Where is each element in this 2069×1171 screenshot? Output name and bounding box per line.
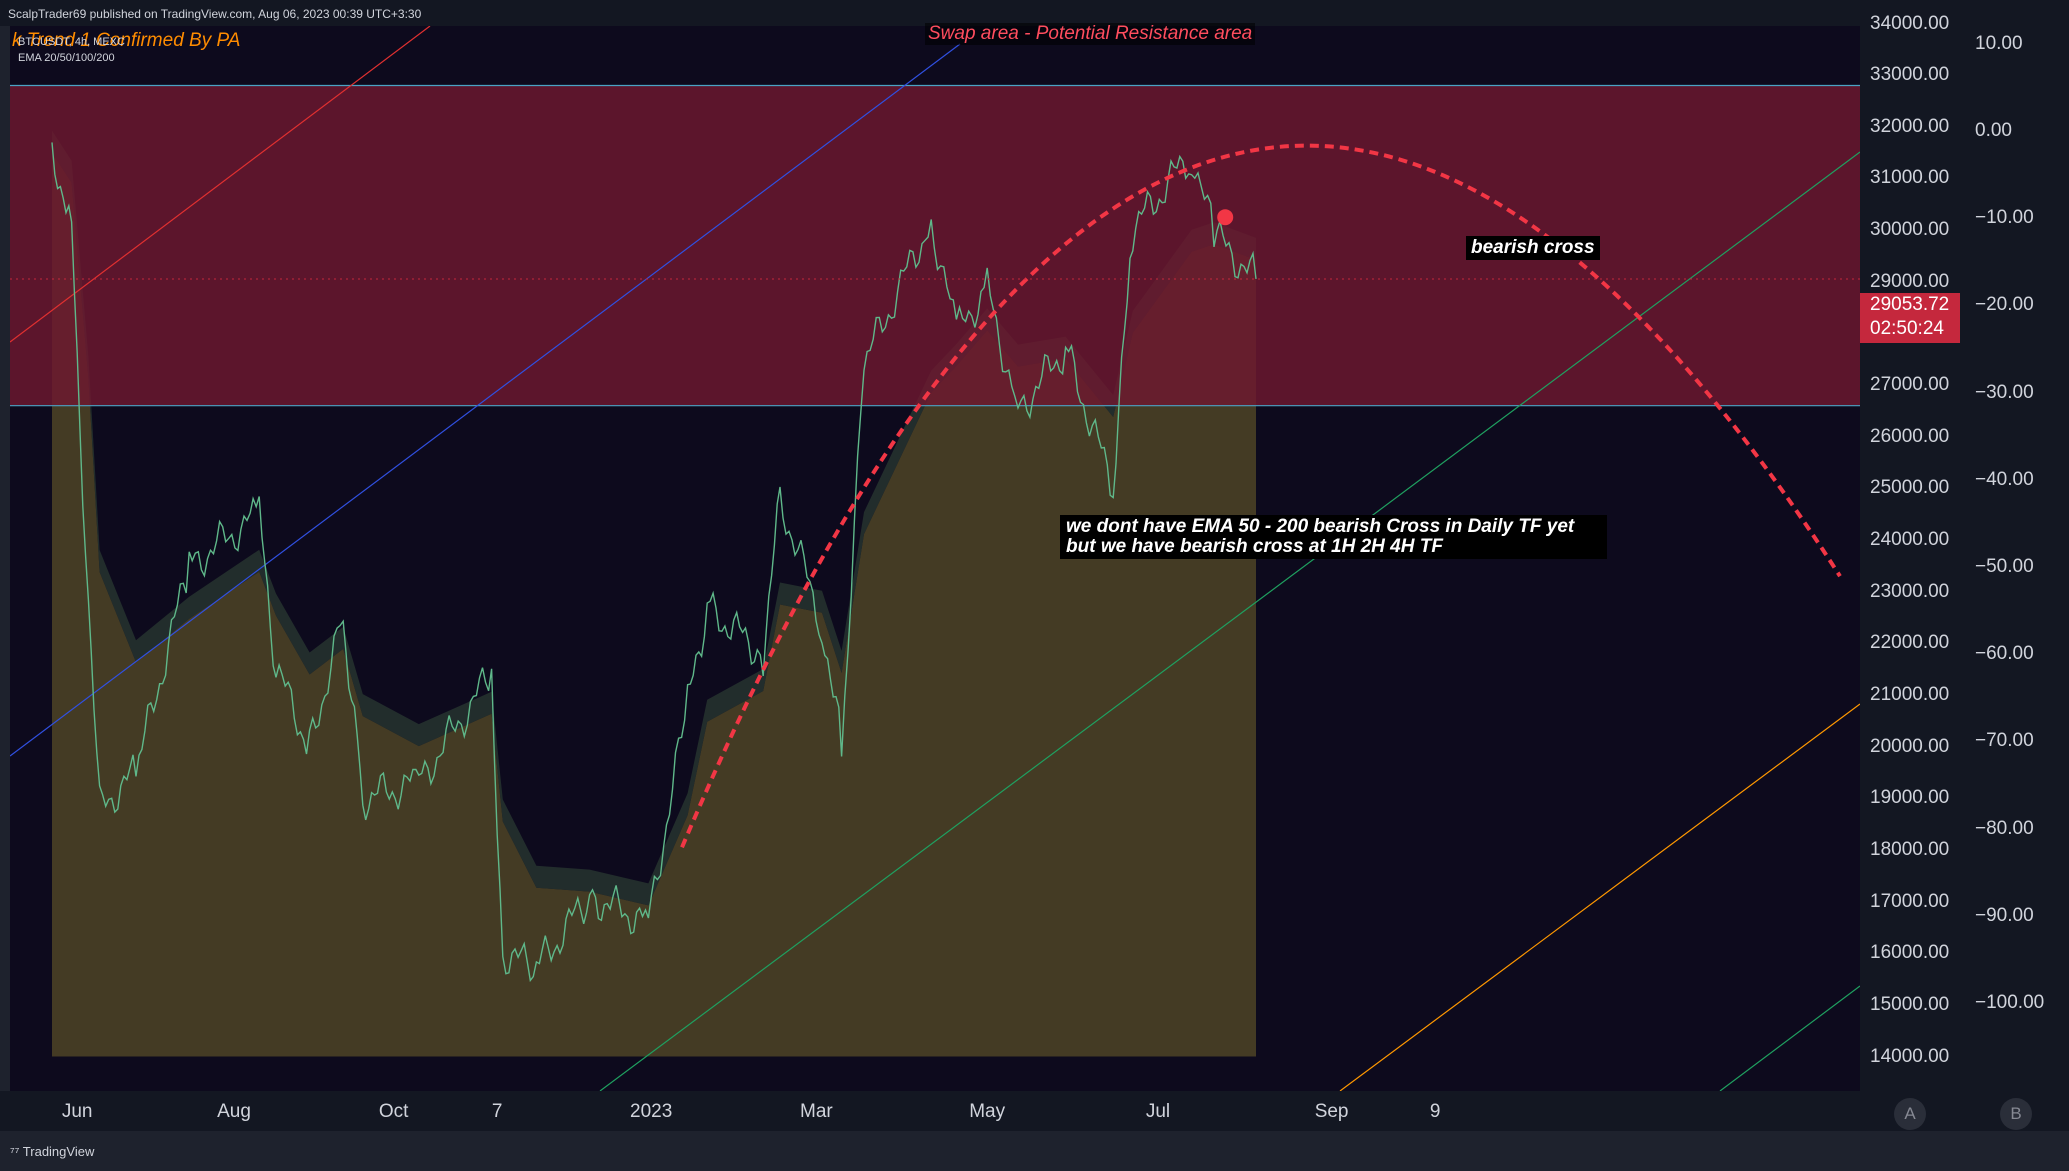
percent-tick-label: −90.00 <box>1975 904 2034 926</box>
percent-tick-label: −100.00 <box>1975 992 2045 1013</box>
price-tick-label: 32000.00 <box>1870 115 1950 137</box>
percent-tick-label: −20.00 <box>1975 294 2034 316</box>
x-tick-label: Mar <box>800 1101 833 1122</box>
projection-curve <box>680 143 1842 849</box>
price-tick-label: 26000.00 <box>1870 425 1950 447</box>
percent-tick-label: −80.00 <box>1975 817 2034 839</box>
trend-line-blue <box>10 43 961 757</box>
price-tick-label: 30000.00 <box>1870 219 1950 241</box>
price-tick-label: 14000.00 <box>1870 1045 1950 1067</box>
trend-line-orange <box>1339 703 1860 1091</box>
price-tick-label: 19000.00 <box>1870 787 1950 809</box>
tradingview-brand: ⁷⁷ TradingView <box>10 1144 94 1159</box>
price-tick-label: 18000.00 <box>1870 838 1950 860</box>
percent-tick-label: −40.00 <box>1975 468 2034 490</box>
symbol-label[interactable]: BTCUSDT, 4h, MEXC <box>18 36 125 48</box>
x-tick-label: 9 <box>1429 1101 1441 1122</box>
percent-tick-label: −30.00 <box>1975 381 2034 403</box>
percent-tick-label: −50.00 <box>1975 556 2034 577</box>
bearish-cross-marker <box>1217 209 1234 226</box>
price-tick-label: 23000.00 <box>1870 580 1950 602</box>
published-info: ScalpTrader69 published on TradingView.c… <box>8 7 422 21</box>
price-tick-label: 29000.00 <box>1870 270 1950 292</box>
price-tick-label: 17000.00 <box>1870 890 1950 912</box>
swap-area-annotation: Swap area - Potential Resistance area <box>925 23 1256 45</box>
price-tick-label: 21000.00 <box>1870 683 1950 705</box>
x-tick-label: 7 <box>491 1101 503 1122</box>
percent-tick-label: 0.00 <box>1975 120 2012 141</box>
tradingview-logo-icon: ⁷⁷ <box>10 1144 23 1159</box>
x-tick-label: Jul <box>1145 1101 1171 1122</box>
strategy-title: k Trend 1 Confirmed By PA <box>12 30 241 51</box>
ema-note-line2: but we have bearish cross at 1H 2H 4H TF <box>1066 536 1443 557</box>
bearish-cross-annotation: bearish cross <box>1466 236 1600 260</box>
auto-scale-button[interactable]: A <box>1894 1098 1926 1130</box>
log-scale-button[interactable]: B <box>2000 1098 2032 1130</box>
price-axis[interactable] <box>1860 26 2069 1091</box>
percent-tick-label: −70.00 <box>1975 730 2034 752</box>
price-tick-label: 22000.00 <box>1870 632 1950 654</box>
trend-line-green <box>599 151 1860 1091</box>
percent-tick-label: −60.00 <box>1975 643 2034 665</box>
x-tick-label: Oct <box>378 1101 409 1122</box>
price-tick-label: 34000.00 <box>1870 12 1950 34</box>
price-tick-label: 27000.00 <box>1870 374 1950 396</box>
x-tick-label: 2023 <box>630 1101 673 1122</box>
price-tick-label: 25000.00 <box>1870 477 1950 499</box>
trend-line-green-2 <box>1719 985 1860 1091</box>
x-tick-label: May <box>969 1101 1006 1122</box>
tradingview-brand-label: TradingView <box>22 1144 95 1159</box>
last-price-value: 29053.72 <box>1870 294 1950 315</box>
last-price-tag: 29053.72 02:50:24 <box>1860 293 1960 343</box>
x-tick-label: Aug <box>217 1101 251 1122</box>
price-series-line <box>51 142 1257 983</box>
price-tick-label: 15000.00 <box>1870 993 1950 1015</box>
price-tick-label: 31000.00 <box>1870 167 1950 189</box>
percent-tick-label: −10.00 <box>1975 207 2034 229</box>
price-tick-label: 16000.00 <box>1870 942 1950 964</box>
bar-countdown: 02:50:24 <box>1870 318 1944 339</box>
indicator-label[interactable]: EMA 20/50/100/200 <box>18 52 115 64</box>
price-tick-label: 24000.00 <box>1870 529 1950 550</box>
ema-note-line1: we dont have EMA 50 - 200 bearish Cross … <box>1066 516 1575 537</box>
percent-tick-label: 10.00 <box>1975 32 2023 54</box>
ema-note-annotation: we dont have EMA 50 - 200 bearish Cross … <box>1060 515 1607 559</box>
x-tick-label: Sep <box>1314 1101 1349 1122</box>
top-bar: ScalpTrader69 published on TradingView.c… <box>0 0 2069 26</box>
trend-line-red <box>10 26 431 343</box>
price-tick-label: 20000.00 <box>1870 735 1950 757</box>
x-tick-label: Jun <box>61 1101 93 1122</box>
time-axis[interactable] <box>0 1091 2069 1131</box>
price-tick-label: 33000.00 <box>1870 64 1950 86</box>
footer-bar: ⁷⁷ TradingView <box>0 1131 2069 1171</box>
